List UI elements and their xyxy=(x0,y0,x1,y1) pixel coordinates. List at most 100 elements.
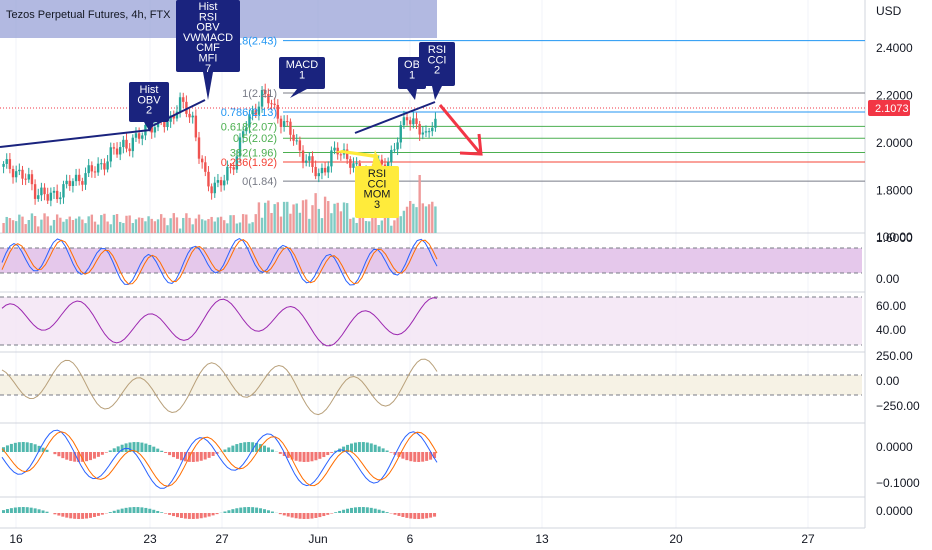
candle-body xyxy=(204,162,207,172)
candle-body xyxy=(115,148,119,155)
volume-bar xyxy=(131,223,135,233)
candle-body xyxy=(399,125,402,143)
candle-body xyxy=(380,159,384,165)
volume-bar xyxy=(18,214,21,233)
candle-body xyxy=(18,169,21,172)
volume-bar xyxy=(282,201,286,233)
candle-body xyxy=(119,147,122,155)
volume-bar xyxy=(273,204,276,233)
candle-body xyxy=(150,124,153,133)
volume-bar xyxy=(352,217,355,233)
volume-bar xyxy=(33,216,37,233)
candle-body xyxy=(216,180,220,183)
time-tick-label: 27 xyxy=(801,532,815,546)
volume-bar xyxy=(52,219,56,233)
candle-body xyxy=(207,171,210,187)
volume-bar xyxy=(178,228,182,233)
volume-bar xyxy=(68,216,71,233)
rsi-divergence-line xyxy=(335,150,380,158)
time-axis[interactable]: 16 23 27 Jun 6 13 20 27 xyxy=(9,532,815,546)
volume-bar xyxy=(229,215,232,233)
volume-bar xyxy=(390,225,393,233)
candle-body xyxy=(298,140,302,151)
time-tick-label: Jun xyxy=(308,532,327,546)
volume-bar xyxy=(100,215,103,233)
volume-bar xyxy=(24,224,27,233)
candle-body xyxy=(260,90,264,107)
time-tick-label: 13 xyxy=(535,532,549,546)
volume-bar xyxy=(156,219,160,233)
candle-body xyxy=(62,184,65,198)
volume-bar xyxy=(248,223,251,233)
volume-bar xyxy=(264,202,267,233)
volume-bar xyxy=(298,212,302,233)
oscillator-axis-label: 60.00 xyxy=(876,299,906,313)
price-tick-label: 1.8000 xyxy=(876,184,913,198)
candle-body xyxy=(352,163,355,168)
candlesticks xyxy=(2,83,437,207)
last-price-tag: 2.1073 xyxy=(868,100,910,116)
oscillator-pane: 100.00 0.00 xyxy=(0,230,913,286)
volume-bar xyxy=(188,217,191,233)
candle-body xyxy=(396,142,399,150)
oscillator-axis-label: 250.00 xyxy=(876,349,913,363)
volume-bar xyxy=(377,224,380,233)
volume-bar xyxy=(304,199,308,233)
time-tick-label: 20 xyxy=(669,532,683,546)
callout-line: 2 xyxy=(146,105,152,117)
volume-bar xyxy=(106,221,109,233)
candle-body xyxy=(412,118,415,125)
volume-bar xyxy=(87,216,90,233)
candle-body xyxy=(8,159,12,169)
oscillator-axis-label: −0.1000 xyxy=(876,476,920,490)
fib-level-label: 0.618(2.07) xyxy=(221,121,277,133)
candle-body xyxy=(90,165,94,172)
volume-bar xyxy=(412,203,415,233)
candle-body xyxy=(345,149,349,160)
volume-bar xyxy=(336,202,339,233)
candle-body xyxy=(78,174,81,182)
volume-bar xyxy=(418,175,421,233)
callout-line: 7 xyxy=(205,63,211,75)
candle-body xyxy=(248,114,251,128)
candle-body xyxy=(286,121,289,123)
time-tick-label: 16 xyxy=(9,532,23,546)
volume-bar xyxy=(59,217,62,233)
volume-bar xyxy=(345,203,349,233)
candle-body xyxy=(257,106,261,115)
candle-body xyxy=(251,110,254,115)
volume-bar xyxy=(207,219,210,233)
candle-body xyxy=(103,163,106,170)
fib-level-label: 1(2.21) xyxy=(242,88,277,100)
volume-bar xyxy=(431,201,434,233)
candle-body xyxy=(427,131,431,133)
volume-bar xyxy=(235,223,239,233)
volume-bar xyxy=(327,201,330,233)
volume-bar xyxy=(279,216,283,233)
callout-line: CCI xyxy=(428,54,447,66)
candle-body xyxy=(323,167,327,173)
volume-bar xyxy=(43,213,46,233)
price-axis[interactable]: USD 2.4000 2.2000 2.0000 1.8000 1.6000 xyxy=(876,4,913,245)
candle-body xyxy=(254,110,257,115)
candle-body xyxy=(415,118,418,125)
candle-body xyxy=(339,154,343,156)
volume-bar xyxy=(81,219,84,233)
oscillator-axis-label: 0.0000 xyxy=(876,504,913,518)
candle-body xyxy=(200,158,204,163)
volume-bar xyxy=(405,206,409,233)
candle-body xyxy=(235,156,239,170)
price-tick-label: 2.0000 xyxy=(876,136,913,150)
candle-body xyxy=(93,171,97,173)
volume-bar xyxy=(333,203,336,233)
volume-bar xyxy=(200,219,204,233)
candle-body xyxy=(87,165,90,174)
volume-bar xyxy=(128,215,131,233)
oscillator-panes: 100.00 0.00 60.00 40.00 250.00 0.00 −250.00 0.0… xyxy=(0,230,920,519)
candle-body xyxy=(336,147,339,155)
volume-bar xyxy=(330,213,333,233)
volume-bar xyxy=(175,217,179,233)
candle-body xyxy=(390,149,393,163)
volume-bar xyxy=(169,218,172,233)
